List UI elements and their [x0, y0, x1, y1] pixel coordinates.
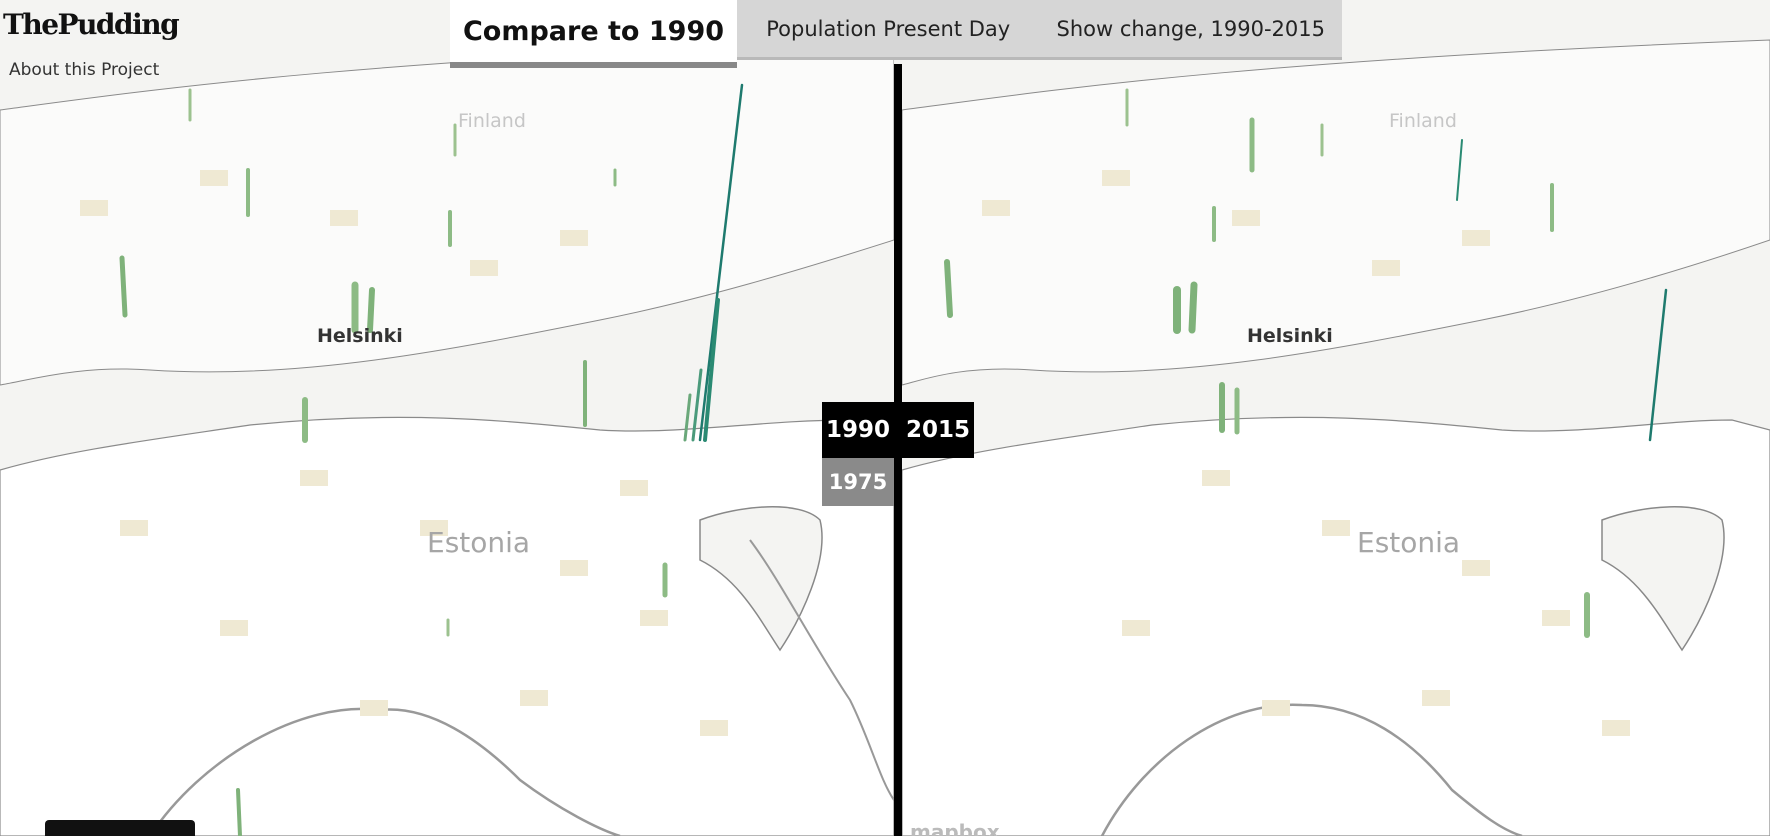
map-canvas-left[interactable]	[0, 0, 894, 836]
lake-peipus	[1601, 506, 1725, 652]
latvia-border	[1100, 703, 1523, 836]
mapbox-attribution[interactable]: mapbox	[910, 820, 1000, 836]
tab-group-other: Population Present Day Show change, 1990…	[737, 0, 1342, 60]
pudding-logo[interactable]: ThePudding	[3, 8, 180, 41]
map-label-estonia: Estonia	[427, 526, 531, 559]
right-year-label: 2015	[902, 402, 974, 458]
finland-land	[902, 39, 1770, 386]
compare-slider-divider[interactable]	[894, 64, 902, 836]
tab-show-change[interactable]: Show change, 1990-2015	[1056, 16, 1325, 41]
russia-border	[749, 539, 894, 801]
map-canvas-right[interactable]	[902, 0, 1770, 836]
left-year-label: 1990	[822, 402, 894, 458]
view-tabs: Compare to 1990 Population Present Day S…	[450, 0, 1342, 68]
tab-population-present-day[interactable]: Population Present Day	[766, 16, 1011, 41]
map-pane-left[interactable]: Finland Helsinki Estonia	[0, 0, 894, 836]
lake-peipus	[699, 506, 823, 652]
population-grid	[80, 170, 728, 736]
map-label-finland: Finland	[458, 110, 526, 132]
population-spikes	[944, 88, 1668, 638]
map-pane-right[interactable]: Finland Helsinki Estonia mapbox	[902, 0, 1770, 836]
map-label-helsinki: Helsinki	[1247, 325, 1333, 347]
map-label-finland: Finland	[1389, 110, 1457, 132]
about-project-link[interactable]: About this Project	[9, 60, 160, 80]
map-label-helsinki: Helsinki	[317, 325, 403, 347]
latvia-border	[148, 707, 621, 836]
finland-land	[0, 39, 894, 386]
population-spikes	[119, 83, 744, 836]
previous-year-button[interactable]: 1975	[822, 458, 894, 506]
estonia-land	[902, 416, 1770, 836]
tab-compare-1990[interactable]: Compare to 1990	[450, 0, 737, 68]
bottom-control-pill[interactable]	[45, 820, 195, 836]
population-grid	[982, 170, 1630, 736]
map-label-estonia: Estonia	[1357, 526, 1461, 559]
